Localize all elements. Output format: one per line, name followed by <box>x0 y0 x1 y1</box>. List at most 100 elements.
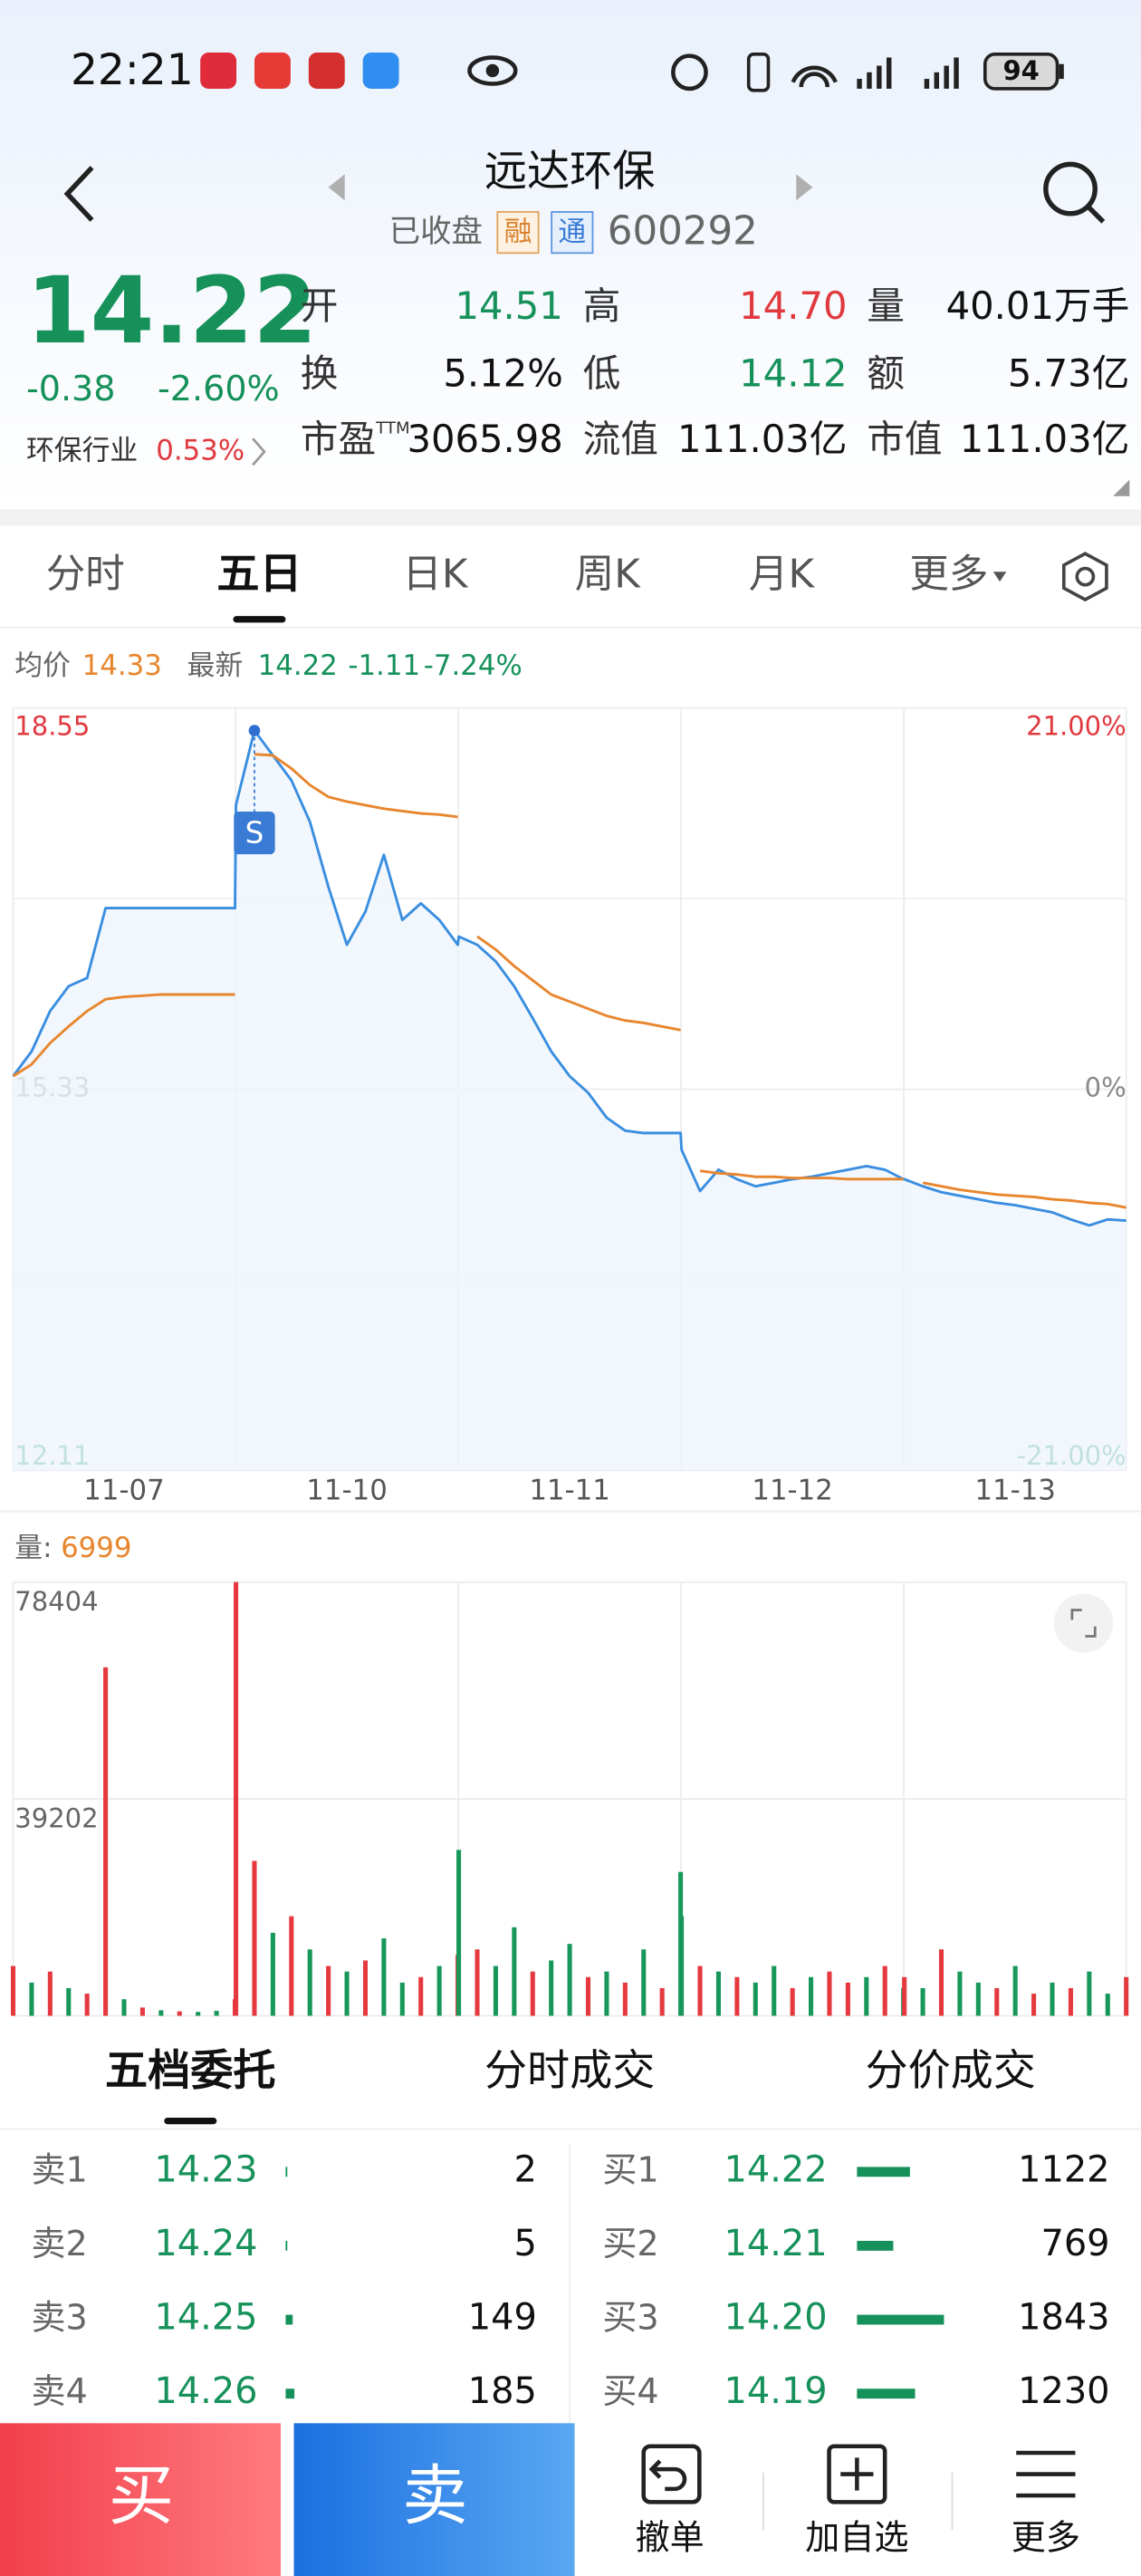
period-tab[interactable]: 分时 <box>46 553 125 598</box>
volume-bar <box>1031 1994 1037 2016</box>
volume-bar <box>697 1966 703 2016</box>
settings-dot <box>1075 566 1096 587</box>
action-label[interactable]: 加自选 <box>805 2518 908 2558</box>
book-volume: 2 <box>513 2148 536 2190</box>
volume-bar <box>66 1987 72 2016</box>
volume-bar <box>103 1667 109 2016</box>
industry-arrow[interactable] <box>252 437 266 466</box>
y-tick-label: 39202 <box>14 1803 98 1834</box>
book-tab[interactable]: 分时成交 <box>484 2046 655 2096</box>
fullscreen-button[interactable] <box>1053 1593 1114 1653</box>
settings-button[interactable] <box>1061 552 1108 602</box>
industry-name: 环保行业 <box>26 434 138 466</box>
legend-label: 均价 <box>14 649 71 682</box>
book-label: 卖1 <box>31 2149 87 2189</box>
volume-bar <box>790 1987 795 2016</box>
latest-price: 14.22 <box>258 649 338 682</box>
buy-button[interactable] <box>0 2423 282 2576</box>
period-tab[interactable]: 周K <box>575 553 641 598</box>
volume-bar <box>902 1976 907 2016</box>
book-tab[interactable]: 分价成交 <box>865 2046 1035 2096</box>
field-label: 额 <box>867 351 905 395</box>
volume-bar <box>139 2007 145 2016</box>
book-volume: 149 <box>468 2297 537 2339</box>
field-label: 量 <box>867 284 905 328</box>
field-label: 换 <box>301 351 339 395</box>
action-label[interactable]: 更多 <box>1012 2518 1080 2558</box>
volume-bar <box>47 1971 53 2016</box>
period-tab[interactable]: 更多 <box>909 553 988 598</box>
tab-underline <box>233 616 286 623</box>
volume-label: 量: <box>14 1532 52 1564</box>
price-change-pct: -2.60% <box>158 369 280 409</box>
signal-badge <box>234 812 275 855</box>
field-label: 开 <box>301 284 339 328</box>
avg-line <box>12 753 1127 1209</box>
field-value: 5.12% <box>443 351 562 395</box>
field-label: 市值 <box>867 417 942 461</box>
volume-bar <box>29 1982 34 2016</box>
volume-bar <box>436 1966 442 2016</box>
volume-bar <box>289 1916 294 2016</box>
volume-bar <box>362 1960 369 2016</box>
price-line <box>12 729 1127 1227</box>
book-label: 卖4 <box>31 2371 87 2411</box>
book-label: 买2 <box>602 2224 658 2264</box>
volume-bar <box>344 1971 350 2016</box>
volume-bar <box>158 2010 164 2016</box>
book-label: 买4 <box>602 2371 658 2411</box>
book-tab[interactable]: 五档委托 <box>105 2046 275 2096</box>
book-price: 14.20 <box>724 2297 828 2339</box>
volume-bar <box>381 1938 387 2016</box>
field-label-sup: TTM <box>375 418 409 437</box>
sell-label[interactable]: 卖 <box>402 2459 468 2535</box>
tab-underline <box>164 2117 217 2125</box>
y2-tick-label: 0% <box>1085 1072 1127 1103</box>
back-button[interactable] <box>63 166 94 222</box>
volume-bar <box>196 2012 201 2016</box>
search-button[interactable] <box>1043 161 1106 224</box>
volume-latest: 6999 <box>61 1532 131 1564</box>
volume-bar <box>938 1949 944 2016</box>
prev-stock[interactable] <box>328 174 345 201</box>
book-volume-bar <box>857 2167 910 2177</box>
book-price: 14.22 <box>724 2148 828 2190</box>
action-label[interactable]: 撤单 <box>636 2518 705 2558</box>
price-area <box>13 730 1127 1471</box>
next-stock[interactable] <box>796 174 813 201</box>
latest-pct: -7.24% <box>424 649 523 682</box>
volume-bar <box>734 1976 740 2016</box>
field-value: 14.70 <box>739 284 847 328</box>
volume-bar <box>270 1932 275 2016</box>
volume-bar <box>957 1971 963 2016</box>
buy-label[interactable]: 买 <box>109 2459 175 2535</box>
volume-bar <box>214 2011 219 2016</box>
volume-bar <box>920 1987 925 2016</box>
field-value: 40.01万手 <box>946 284 1130 328</box>
volume-bar <box>1012 1966 1018 2016</box>
sell-button[interactable] <box>293 2423 575 2576</box>
period-tab[interactable]: 五日 <box>216 550 302 600</box>
volume-bar <box>252 1860 257 2016</box>
stock-name: 远达环保 <box>484 147 655 197</box>
field-value: 14.51 <box>455 284 563 328</box>
period-tab[interactable]: 日K <box>402 553 468 598</box>
volume-bar <box>530 1971 535 2016</box>
more-icon[interactable] <box>1016 2450 1076 2498</box>
watchlist-icon[interactable] <box>827 2444 887 2504</box>
x-tick-label: 11-10 <box>306 1474 388 1506</box>
volume-bar <box>845 1982 850 2016</box>
cancel-icon[interactable] <box>641 2444 702 2504</box>
volume-bar <box>585 1976 591 2016</box>
field-label: 低 <box>583 351 621 395</box>
x-tick-label: 11-12 <box>752 1474 833 1506</box>
book-label: 卖2 <box>31 2224 87 2264</box>
book-volume-bar <box>857 2389 916 2399</box>
volume-bar <box>475 1949 480 2016</box>
book-volume: 1843 <box>1018 2297 1109 2339</box>
legend-label: 最新 <box>187 649 244 682</box>
book-label: 卖3 <box>31 2298 87 2338</box>
period-tab[interactable]: 月K <box>749 553 815 598</box>
